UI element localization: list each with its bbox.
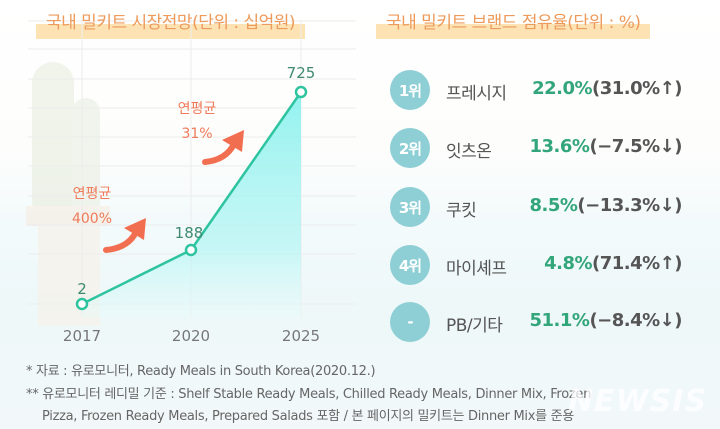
share-change: (31.0%↑) <box>592 78 682 99</box>
annotation-1-line2: 400% <box>72 211 112 227</box>
share-change: (−13.3%↓) <box>577 195 682 216</box>
gridlines <box>28 20 356 318</box>
share-percent: 51.1% <box>529 310 590 331</box>
brand-name: 마이셰프 <box>446 259 507 279</box>
share-percent: 22.0% <box>532 78 593 99</box>
brand-share-title-text: 국내 밀키트 브랜드 점유율(단위 : %) <box>386 13 641 33</box>
brand-name: 잇츠온 <box>446 142 492 162</box>
growth-arrow-icon <box>103 218 146 253</box>
rank-badge: 2위 <box>390 128 430 168</box>
brand-name: 쿠킷 <box>446 201 477 221</box>
market-forecast-chart: 2 188 725 2017 2020 2025 연평균 400% 연평균 31… <box>26 20 356 345</box>
brand-share-value: 8.5%(−13.3%↓) <box>530 195 683 216</box>
rank-badge: 3위 <box>390 187 430 227</box>
annotation-2-line2: 31% <box>181 126 212 142</box>
share-change: (71.4%↑) <box>592 253 682 274</box>
brand-rank-row-3: 3위 쿠킷 8.5%(−13.3%↓) <box>390 187 710 227</box>
footnote-definition: ** 유로모니터 레디밀 기준 : Shelf Stable Ready Mea… <box>26 387 592 402</box>
share-percent: 8.5% <box>529 195 578 216</box>
brand-rank-row-1: 1위 프레시지 22.0%(31.0%↑) <box>390 70 710 110</box>
share-percent: 13.6% <box>529 136 590 157</box>
brand-rank-row-2: 2위 잇츠온 13.6%(−7.5%↓) <box>390 128 710 168</box>
annotation-2-line1: 연평균 <box>178 101 217 117</box>
footnote-source: * 자료 : 유로모니터, Ready Meals in South Korea… <box>26 364 376 379</box>
share-percent: 4.8% <box>544 253 593 274</box>
area-fill <box>82 92 301 318</box>
footnote-definition-cont: Pizza, Frozen Ready Meals, Prepared Sala… <box>42 409 574 424</box>
data-label-2020: 188 <box>175 224 204 242</box>
newsis-watermark: NEWSIS <box>568 384 708 419</box>
rank-badge: 4위 <box>390 245 430 285</box>
market-forecast-title: 국내 밀키트 시장전망(단위 : 십억원) <box>36 8 306 39</box>
data-label-2017: 2 <box>77 280 87 298</box>
brand-rank-row-5: - PB/기타 51.1%(−8.4%↓) <box>390 302 710 342</box>
rank-badge: 1위 <box>390 70 430 110</box>
brand-share-title: 국내 밀키트 브랜드 점유율(단위 : %) <box>376 8 651 39</box>
share-change: (−8.4%↓) <box>589 310 682 331</box>
rank-badge: - <box>390 302 430 342</box>
data-point-2025 <box>294 85 308 99</box>
title-highlight <box>36 24 306 39</box>
brand-name: 프레시지 <box>446 84 507 104</box>
share-change: (−7.5%↓) <box>589 136 682 157</box>
data-point-2020 <box>184 243 198 257</box>
brand-name: PB/기타 <box>446 316 503 336</box>
x-label-2017: 2017 <box>63 327 101 345</box>
data-point-2017 <box>75 297 89 311</box>
annotation-1-line1: 연평균 <box>73 186 112 202</box>
data-label-2025: 725 <box>287 64 316 82</box>
title-highlight <box>376 24 651 39</box>
brand-share-value: 22.0%(31.0%↑) <box>532 78 682 99</box>
brand-share-value: 13.6%(−7.5%↓) <box>530 136 683 157</box>
x-label-2025: 2025 <box>282 327 320 345</box>
market-forecast-title-text: 국내 밀키트 시장전망(단위 : 십억원) <box>46 13 296 33</box>
growth-arrow-icon <box>202 130 244 165</box>
brand-share-value: 4.8%(71.4%↑) <box>544 253 682 274</box>
brand-rank-row-4: 4위 마이셰프 4.8%(71.4%↑) <box>390 245 710 285</box>
x-label-2020: 2020 <box>172 327 210 345</box>
brand-share-value: 51.1%(−8.4%↓) <box>530 310 683 331</box>
